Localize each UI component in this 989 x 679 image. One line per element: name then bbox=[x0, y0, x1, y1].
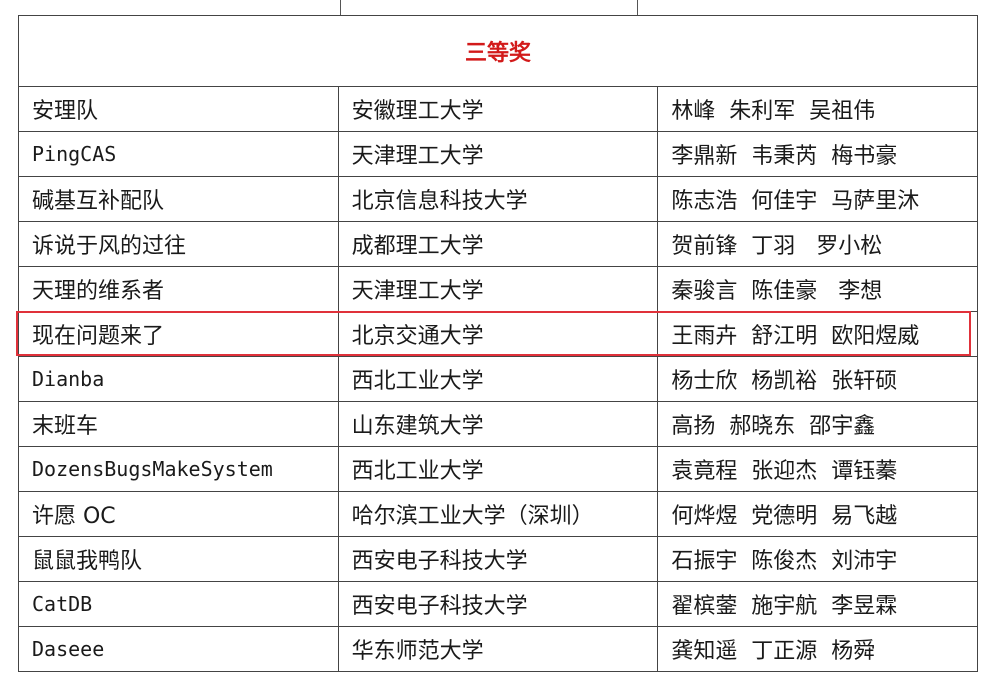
school-name: 成都理工大学 bbox=[337, 221, 659, 267]
team-members: 李鼎新 韦秉芮 梅书豪 bbox=[657, 131, 978, 177]
team-name: 现在问题来了 bbox=[18, 311, 339, 357]
title-row: 三等奖 bbox=[18, 15, 978, 87]
team-members: 袁竟程 张迎杰 谭钰蓁 bbox=[657, 446, 978, 492]
team-members: 陈志浩 何佳宇 马萨里沐 bbox=[657, 176, 978, 222]
table-row: PingCAS 天津理工大学 李鼎新 韦秉芮 梅书豪 bbox=[18, 131, 978, 177]
table-row: Daseee 华东师范大学 龚知遥 丁正源 杨舜 bbox=[18, 626, 978, 672]
school-name: 华东师范大学 bbox=[337, 626, 659, 672]
school-name: 哈尔滨工业大学（深圳） bbox=[337, 491, 659, 537]
school-name: 西北工业大学 bbox=[337, 446, 659, 492]
team-members: 何烨煜 党德明 易飞越 bbox=[657, 491, 978, 537]
team-name: 末班车 bbox=[18, 401, 339, 447]
team-members: 林峰 朱利军 吴祖伟 bbox=[657, 86, 978, 132]
table-row: 末班车 山东建筑大学 高扬 郝晓东 邵宇鑫 bbox=[18, 401, 978, 447]
team-members: 王雨卉 舒江明 欧阳煜威 bbox=[657, 311, 978, 357]
table-row: 安理队 安徽理工大学 林峰 朱利军 吴祖伟 bbox=[18, 86, 978, 132]
award-table: 三等奖 安理队 安徽理工大学 林峰 朱利军 吴祖伟 PingCAS 天津理工大学 李鼎新 … bbox=[18, 15, 978, 672]
team-members: 杨士欣 杨凯裕 张轩硕 bbox=[657, 356, 978, 402]
table-row: 现在问题来了 北京交通大学 王雨卉 舒江明 欧阳煜威 bbox=[18, 311, 978, 357]
school-name: 北京交通大学 bbox=[337, 311, 659, 357]
school-name: 西安电子科技大学 bbox=[337, 581, 659, 627]
table-row: Dianba 西北工业大学 杨士欣 杨凯裕 张轩硕 bbox=[18, 356, 978, 402]
team-name: 安理队 bbox=[18, 86, 339, 132]
column-divider bbox=[340, 0, 341, 15]
team-name: PingCAS bbox=[18, 131, 339, 177]
award-title: 三等奖 bbox=[18, 15, 978, 87]
team-members: 高扬 郝晓东 邵宇鑫 bbox=[657, 401, 978, 447]
table-row: 许愿 OC 哈尔滨工业大学（深圳） 何烨煜 党德明 易飞越 bbox=[18, 491, 978, 537]
team-name: 许愿 OC bbox=[18, 491, 339, 537]
team-name: Daseee bbox=[18, 626, 339, 672]
school-name: 天津理工大学 bbox=[337, 266, 659, 312]
table-row: DozensBugsMakeSystem 西北工业大学 袁竟程 张迎杰 谭钰蓁 bbox=[18, 446, 978, 492]
table-row: 鼠鼠我鸭队 西安电子科技大学 石振宇 陈俊杰 刘沛宇 bbox=[18, 536, 978, 582]
team-name: 鼠鼠我鸭队 bbox=[18, 536, 339, 582]
team-name: CatDB bbox=[18, 581, 339, 627]
team-members: 翟槟蓥 施宇航 李昱霖 bbox=[657, 581, 978, 627]
team-members: 龚知遥 丁正源 杨舜 bbox=[657, 626, 978, 672]
column-divider bbox=[637, 0, 638, 15]
table-row: 天理的维系者 天津理工大学 秦骏言 陈佳豪 李想 bbox=[18, 266, 978, 312]
team-name: 天理的维系者 bbox=[18, 266, 339, 312]
team-name: 碱基互补配队 bbox=[18, 176, 339, 222]
school-name: 西北工业大学 bbox=[337, 356, 659, 402]
school-name: 安徽理工大学 bbox=[337, 86, 659, 132]
team-members: 秦骏言 陈佳豪 李想 bbox=[657, 266, 978, 312]
table-row: CatDB 西安电子科技大学 翟槟蓥 施宇航 李昱霖 bbox=[18, 581, 978, 627]
team-members: 贺前锋 丁羽 罗小松 bbox=[657, 221, 978, 267]
school-name: 山东建筑大学 bbox=[337, 401, 659, 447]
table-row: 碱基互补配队 北京信息科技大学 陈志浩 何佳宇 马萨里沐 bbox=[18, 176, 978, 222]
school-name: 北京信息科技大学 bbox=[337, 176, 659, 222]
team-name: Dianba bbox=[18, 356, 339, 402]
team-members: 石振宇 陈俊杰 刘沛宇 bbox=[657, 536, 978, 582]
team-name: 诉说于风的过往 bbox=[18, 221, 339, 267]
team-name: DozensBugsMakeSystem bbox=[18, 446, 339, 492]
table-row: 诉说于风的过往 成都理工大学 贺前锋 丁羽 罗小松 bbox=[18, 221, 978, 267]
school-name: 西安电子科技大学 bbox=[337, 536, 659, 582]
school-name: 天津理工大学 bbox=[337, 131, 659, 177]
